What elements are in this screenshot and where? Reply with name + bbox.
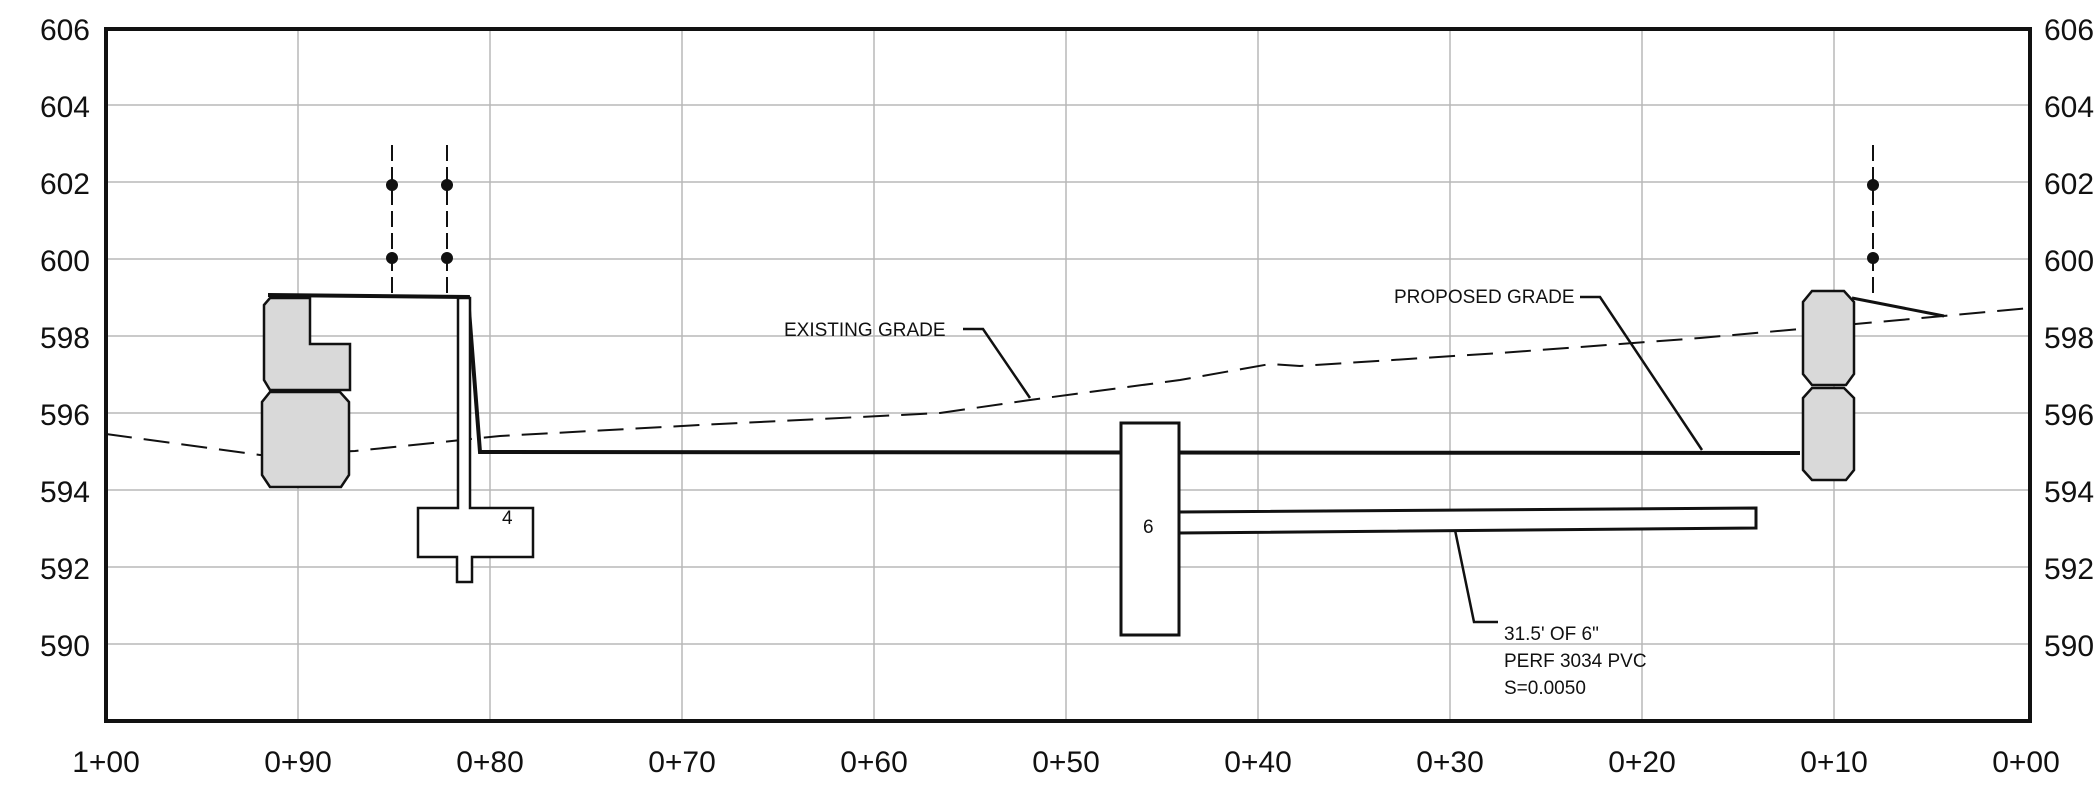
left-curb [260, 296, 352, 489]
right-curb [1801, 289, 1856, 482]
left-elevation-label: 600 [40, 245, 90, 278]
left-elevation-label: 594 [40, 476, 90, 509]
station-label: 0+00 [1992, 746, 2060, 779]
right-elevation-label: 606 [2044, 14, 2094, 47]
left-elevation-label: 590 [40, 630, 90, 663]
station-label: 0+90 [264, 746, 332, 779]
existing-grade-label: EXISTING GRADE [784, 320, 946, 341]
drain-structure [1119, 421, 1181, 637]
right-elevation-label: 604 [2044, 91, 2094, 124]
right-elevation-label: 590 [2044, 630, 2094, 663]
station-label: 0+20 [1608, 746, 1676, 779]
right-elevation-label: 600 [2044, 245, 2094, 278]
left-elevation-label: 592 [40, 553, 90, 586]
left-elevation-axis: 606 604 602 600 598 596 594 592 590 [40, 14, 90, 663]
sign-post-footing [416, 296, 535, 584]
frame [104, 27, 2032, 723]
pipe-note-line1: 31.5' OF 6" [1504, 624, 1599, 645]
proposed-grade-label: PROPOSED GRADE [1394, 287, 1575, 308]
existing-grade-line [105, 307, 2031, 457]
station-axis: 1+00 0+90 0+80 0+70 0+60 0+50 0+40 0+30 … [72, 746, 2060, 779]
perforated-pipe [1177, 506, 1758, 535]
left-elevation-label: 604 [40, 91, 90, 124]
left-elevation-label: 602 [40, 168, 90, 201]
station-label: 0+50 [1032, 746, 1100, 779]
right-elevation-label: 596 [2044, 399, 2094, 432]
footing-number: 4 [502, 508, 513, 529]
right-elevation-axis: 606 604 602 600 598 596 594 592 590 [2044, 14, 2094, 663]
left-elevation-label: 598 [40, 322, 90, 355]
proposed-grade-line [267, 293, 1945, 455]
station-label: 1+00 [72, 746, 140, 779]
structure-number: 6 [1143, 517, 1154, 538]
left-elevation-label: 606 [40, 14, 90, 47]
station-label: 0+70 [648, 746, 716, 779]
station-label: 0+30 [1416, 746, 1484, 779]
pipe-note-line3: S=0.0050 [1504, 678, 1586, 699]
left-elevation-label: 596 [40, 399, 90, 432]
leaders [963, 295, 1704, 624]
pole-markers [386, 145, 1879, 298]
station-label: 0+60 [840, 746, 908, 779]
station-label: 0+80 [456, 746, 524, 779]
right-elevation-label: 602 [2044, 168, 2094, 201]
right-elevation-label: 594 [2044, 476, 2094, 509]
pipe-note-line2: PERF 3034 PVC [1504, 651, 1647, 672]
station-label: 0+10 [1800, 746, 1868, 779]
grid [105, 28, 2030, 720]
right-elevation-label: 598 [2044, 322, 2094, 355]
station-label: 0+40 [1224, 746, 1292, 779]
right-elevation-label: 592 [2044, 553, 2094, 586]
